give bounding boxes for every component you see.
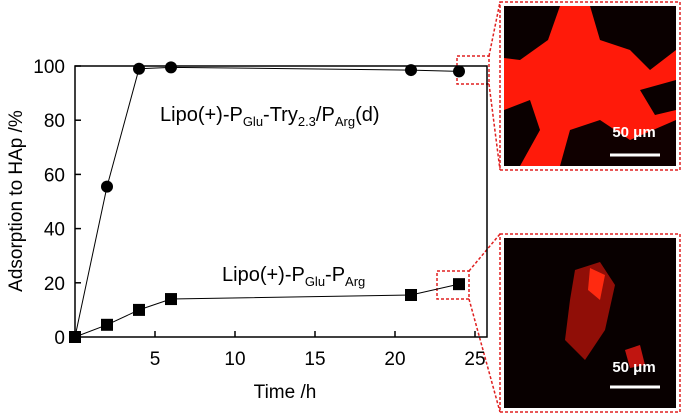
scale-bar-label: 50 μm [612,359,655,376]
micrograph-bottom [504,238,676,408]
point [101,180,113,193]
label-part: -P [325,264,345,286]
y-tick-label: 60 [44,165,65,186]
x-tick-label: 10 [224,349,245,370]
x-tick-label: 15 [304,349,325,370]
subscript: Arg [335,114,355,129]
label-part: /P [316,104,335,126]
y-axis-title: Adsorption to HAp /% [6,110,27,292]
series-label: Lipo(+)-PGlu-Try2.3/PArg(d) [160,104,380,129]
subscript: Glu [243,114,263,129]
subscript: 2.3 [298,114,316,129]
point [101,318,113,331]
label-part: Lipo(+)-P [160,104,243,126]
y-tick-label: 20 [44,274,65,295]
label-part: -Try [263,104,298,126]
y-tick-label: 80 [44,111,65,132]
plot-frame [74,65,488,338]
point [133,62,145,75]
point [405,64,417,77]
point [405,288,417,301]
scale-bar-label: 50 μm [612,124,655,141]
point [133,303,145,316]
y-tick-label: 0 [54,328,65,349]
callouts [436,1,681,413]
micrograph-top [504,6,676,166]
x-axis-title: Time /h [254,382,317,403]
point [69,331,81,343]
label-part: Lipo(+)-P [222,264,305,286]
series-line [74,283,460,338]
series-label: Lipo(+)-PGlu-PArg [222,264,365,289]
y-tick-label: 40 [44,220,65,241]
point [453,278,465,291]
point [453,65,465,78]
x-tick-label: 20 [384,349,405,370]
point [165,293,177,306]
subscript: Glu [305,274,325,289]
series-line [74,66,460,338]
y-tick-label: 100 [33,57,65,78]
label-part: (d) [355,104,379,126]
point [165,61,177,74]
x-tick-label: 25 [464,349,485,370]
subscript: Arg [345,274,365,289]
x-tick-label: 5 [150,349,161,370]
